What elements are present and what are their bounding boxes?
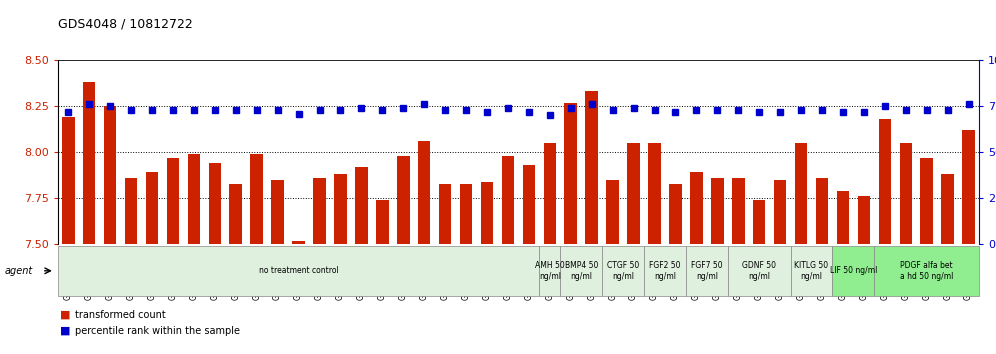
Text: ■: ■	[60, 310, 71, 320]
Text: KITLG 50
ng/ml: KITLG 50 ng/ml	[795, 261, 829, 280]
Bar	[837, 191, 850, 244]
Text: GDNF 50
ng/ml: GDNF 50 ng/ml	[742, 261, 776, 280]
Bar	[690, 172, 703, 244]
Bar	[292, 241, 305, 244]
Bar	[397, 156, 409, 244]
Text: no treatment control: no treatment control	[259, 266, 339, 275]
Text: PDGF alfa bet
a hd 50 ng/ml: PDGF alfa bet a hd 50 ng/ml	[900, 261, 953, 280]
Bar	[648, 143, 660, 244]
Bar	[732, 178, 745, 244]
Bar	[229, 183, 242, 244]
Text: BMP4 50
ng/ml: BMP4 50 ng/ml	[565, 261, 598, 280]
Text: AMH 50
ng/ml: AMH 50 ng/ml	[535, 261, 565, 280]
Bar	[627, 143, 639, 244]
Bar	[166, 158, 179, 244]
Text: ■: ■	[60, 326, 71, 336]
Bar	[418, 141, 430, 244]
Bar	[711, 178, 724, 244]
Bar	[83, 82, 96, 244]
Bar	[544, 143, 556, 244]
Bar	[962, 130, 975, 244]
Bar	[250, 154, 263, 244]
Bar	[460, 183, 472, 244]
Bar	[62, 117, 75, 244]
Bar	[816, 178, 829, 244]
Bar	[376, 200, 388, 244]
Bar	[607, 180, 619, 244]
Bar	[356, 167, 368, 244]
Bar	[565, 103, 577, 244]
Bar	[586, 91, 598, 244]
Bar	[313, 178, 326, 244]
Bar	[920, 158, 933, 244]
Bar	[858, 196, 871, 244]
Bar	[271, 180, 284, 244]
Bar	[187, 154, 200, 244]
Bar	[795, 143, 808, 244]
Bar	[439, 183, 451, 244]
Bar	[208, 163, 221, 244]
Text: LIF 50 ng/ml: LIF 50 ng/ml	[830, 266, 877, 275]
Bar	[878, 119, 891, 244]
Bar	[104, 106, 117, 244]
Text: percentile rank within the sample: percentile rank within the sample	[75, 326, 240, 336]
Bar	[481, 182, 493, 244]
Bar	[753, 200, 766, 244]
Bar	[669, 183, 681, 244]
Text: FGF2 50
ng/ml: FGF2 50 ng/ml	[649, 261, 680, 280]
Bar	[145, 172, 158, 244]
Text: agent: agent	[5, 266, 33, 276]
Bar	[774, 180, 787, 244]
Text: GDS4048 / 10812722: GDS4048 / 10812722	[58, 18, 192, 31]
Bar	[124, 178, 137, 244]
Text: FGF7 50
ng/ml: FGF7 50 ng/ml	[691, 261, 723, 280]
Text: CTGF 50
ng/ml: CTGF 50 ng/ml	[607, 261, 639, 280]
Bar	[502, 156, 514, 244]
Bar	[941, 174, 954, 244]
Text: transformed count: transformed count	[75, 310, 165, 320]
Bar	[899, 143, 912, 244]
Bar	[523, 165, 535, 244]
Bar	[335, 174, 347, 244]
